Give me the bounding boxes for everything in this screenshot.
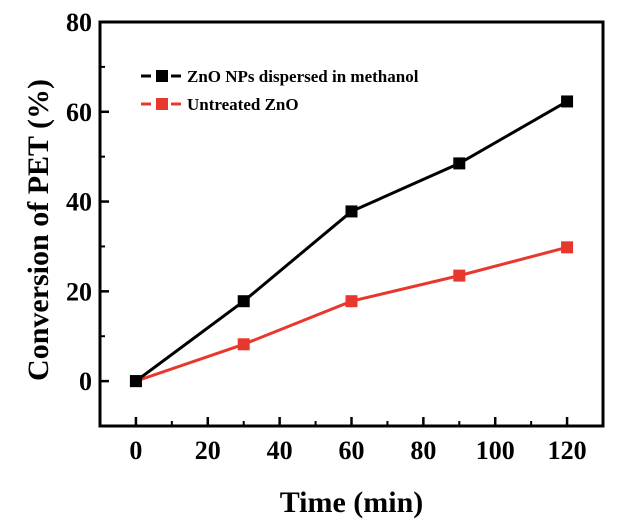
y-tick-label: 0 (79, 367, 92, 396)
x-tick-label: 80 (410, 436, 436, 465)
legend: ZnO NPs dispersed in methanol Untreated Z… (141, 67, 419, 114)
y-tick-label: 80 (66, 8, 92, 37)
x-axis: 0 20 40 60 80 100 120 (99, 417, 604, 465)
data-point (453, 157, 466, 170)
legend-item-1: Untreated ZnO (141, 95, 299, 114)
x-tick-label: 0 (129, 436, 142, 465)
x-tick-label: 20 (195, 436, 221, 465)
legend-marker (156, 98, 168, 110)
legend-label: ZnO NPs dispersed in methanol (187, 67, 419, 86)
y-axis-title: Conversion of PET (%) (22, 79, 55, 381)
series-line (135, 100, 568, 383)
data-point (345, 295, 358, 308)
data-point (561, 241, 574, 254)
data-point (345, 205, 358, 218)
series-1 (129, 241, 574, 388)
x-tick-label: 120 (548, 436, 587, 465)
legend-label: Untreated ZnO (187, 95, 299, 114)
x-tick-label: 60 (339, 436, 365, 465)
y-tick-label: 40 (66, 188, 92, 217)
data-point (237, 338, 250, 351)
data-point (237, 295, 250, 308)
series-layer (129, 95, 574, 388)
x-tick-label: 40 (267, 436, 293, 465)
y-tick-label: 60 (66, 98, 92, 127)
data-point (561, 95, 574, 108)
x-axis-title: Time (min) (280, 486, 424, 519)
data-point (129, 375, 142, 388)
y-axis: 0 20 40 60 80 (66, 8, 109, 427)
series-0 (129, 95, 574, 388)
y-tick-label: 20 (66, 277, 92, 306)
x-tick-label: 100 (476, 436, 515, 465)
series-line (135, 245, 568, 383)
legend-marker (156, 70, 168, 82)
data-point (453, 269, 466, 282)
legend-item-0: ZnO NPs dispersed in methanol (141, 67, 419, 86)
